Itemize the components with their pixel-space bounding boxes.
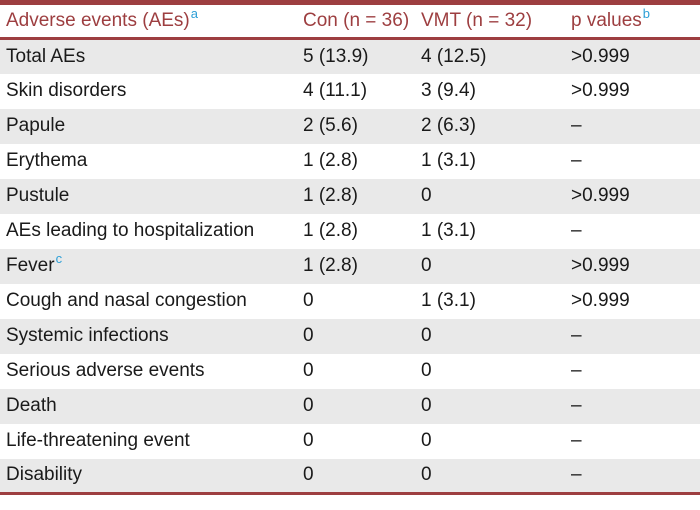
table-row: Skin disorders 4 (11.1) 3 (9.4) >0.999 xyxy=(0,73,700,109)
event-name-label: Fever xyxy=(6,255,55,276)
cell-event-name: Skin disorders xyxy=(0,73,297,109)
cell-con-value: 4 (11.1) xyxy=(297,73,415,109)
table-header: Adverse events (AEs)a Con (n = 36) VMT (… xyxy=(0,2,700,40)
table-row: Papule 2 (5.6) 2 (6.3) – xyxy=(0,108,700,144)
footnote-marker-b: b xyxy=(642,5,651,21)
cell-p-value: – xyxy=(565,423,700,459)
col-header-label: Con (n = 36) xyxy=(303,10,410,31)
cell-vmt-value: 1 (3.1) xyxy=(415,143,565,179)
cell-event-name: Total AEs xyxy=(0,38,297,74)
cell-p-value: >0.999 xyxy=(565,178,700,214)
cell-vmt-value: 0 xyxy=(415,248,565,284)
cell-vmt-value: 0 xyxy=(415,318,565,354)
cell-p-value: >0.999 xyxy=(565,248,700,284)
col-header-vmt: VMT (n = 32) xyxy=(415,2,565,40)
table-row: Death 0 0 – xyxy=(0,388,700,424)
table-row: Systemic infections 0 0 – xyxy=(0,318,700,354)
event-name-label: Life-threatening event xyxy=(6,430,190,451)
footnote-marker-c: c xyxy=(55,250,63,266)
cell-event-name: Systemic infections xyxy=(0,318,297,354)
cell-event-name: Life-threatening event xyxy=(0,423,297,459)
table-row: AEs leading to hospitalization 1 (2.8) 1… xyxy=(0,213,700,249)
table-row: Total AEs 5 (13.9) 4 (12.5) >0.999 xyxy=(0,38,700,74)
cell-p-value: >0.999 xyxy=(565,73,700,109)
cell-event-name: Pustule xyxy=(0,178,297,214)
cell-p-value: – xyxy=(565,353,700,389)
col-header-adverse-events: Adverse events (AEs)a xyxy=(0,2,297,40)
cell-con-value: 1 (2.8) xyxy=(297,213,415,249)
cell-event-name: AEs leading to hospitalization xyxy=(0,213,297,249)
cell-p-value: >0.999 xyxy=(565,38,700,74)
cell-event-name: Papule xyxy=(0,108,297,144)
cell-con-value: 0 xyxy=(297,283,415,319)
cell-con-value: 0 xyxy=(297,353,415,389)
cell-con-value: 0 xyxy=(297,458,415,495)
cell-con-value: 0 xyxy=(297,318,415,354)
footnote-marker-a: a xyxy=(190,5,198,21)
cell-vmt-value: 0 xyxy=(415,458,565,495)
event-name-label: Systemic infections xyxy=(6,325,169,346)
table-row: Serious adverse events 0 0 – xyxy=(0,353,700,389)
col-header-label: Adverse events (AEs) xyxy=(6,10,190,31)
cell-con-value: 5 (13.9) xyxy=(297,38,415,74)
event-name-label: AEs leading to hospitalization xyxy=(6,220,255,241)
cell-vmt-value: 2 (6.3) xyxy=(415,108,565,144)
event-name-label: Disability xyxy=(6,464,83,486)
cell-con-value: 0 xyxy=(297,423,415,459)
table-row: Life-threatening event 0 0 – xyxy=(0,423,700,459)
col-header-label: p values xyxy=(571,10,642,31)
cell-p-value: – xyxy=(565,318,700,354)
cell-con-value: 1 (2.8) xyxy=(297,143,415,179)
cell-event-name: Disability xyxy=(0,458,297,495)
col-header-con: Con (n = 36) xyxy=(297,2,415,40)
cell-event-name: Cough and nasal congestion xyxy=(0,283,297,319)
adverse-events-table: Adverse events (AEs)a Con (n = 36) VMT (… xyxy=(0,0,700,495)
header-row: Adverse events (AEs)a Con (n = 36) VMT (… xyxy=(0,2,700,40)
cell-event-name: Serious adverse events xyxy=(0,353,297,389)
cell-p-value: – xyxy=(565,108,700,144)
cell-vmt-value: 0 xyxy=(415,423,565,459)
cell-con-value: 0 xyxy=(297,388,415,424)
cell-p-value: – xyxy=(565,388,700,424)
cell-p-value: >0.999 xyxy=(565,283,700,319)
cell-vmt-value: 0 xyxy=(415,178,565,214)
table-row: Erythema 1 (2.8) 1 (3.1) – xyxy=(0,143,700,179)
cell-vmt-value: 1 (3.1) xyxy=(415,213,565,249)
col-header-label: VMT (n = 32) xyxy=(421,10,533,31)
cell-vmt-value: 1 (3.1) xyxy=(415,283,565,319)
event-name-label: Death xyxy=(6,395,57,416)
table-body: Total AEs 5 (13.9) 4 (12.5) >0.999 Skin … xyxy=(0,38,700,495)
event-name-label: Serious adverse events xyxy=(6,360,205,381)
cell-p-value: – xyxy=(565,143,700,179)
event-name-label: Papule xyxy=(6,115,66,136)
event-name-label: Erythema xyxy=(6,150,88,171)
table-row: Cough and nasal congestion 0 1 (3.1) >0.… xyxy=(0,283,700,319)
event-name-label: Total AEs xyxy=(6,45,86,67)
cell-event-name: Death xyxy=(0,388,297,424)
col-header-p-values: p valuesb xyxy=(565,2,700,40)
cell-vmt-value: 0 xyxy=(415,388,565,424)
cell-p-value: – xyxy=(565,213,700,249)
cell-event-name: Feverc xyxy=(0,248,297,284)
cell-con-value: 1 (2.8) xyxy=(297,178,415,214)
table-row: Disability 0 0 – xyxy=(0,458,700,495)
cell-con-value: 2 (5.6) xyxy=(297,108,415,144)
event-name-label: Cough and nasal congestion xyxy=(6,290,247,311)
cell-p-value: – xyxy=(565,458,700,495)
cell-vmt-value: 3 (9.4) xyxy=(415,73,565,109)
cell-vmt-value: 4 (12.5) xyxy=(415,38,565,74)
event-name-label: Pustule xyxy=(6,185,70,206)
table-row: Feverc 1 (2.8) 0 >0.999 xyxy=(0,248,700,284)
cell-event-name: Erythema xyxy=(0,143,297,179)
cell-vmt-value: 0 xyxy=(415,353,565,389)
event-name-label: Skin disorders xyxy=(6,80,127,101)
table-row: Pustule 1 (2.8) 0 >0.999 xyxy=(0,178,700,214)
cell-con-value: 1 (2.8) xyxy=(297,248,415,284)
